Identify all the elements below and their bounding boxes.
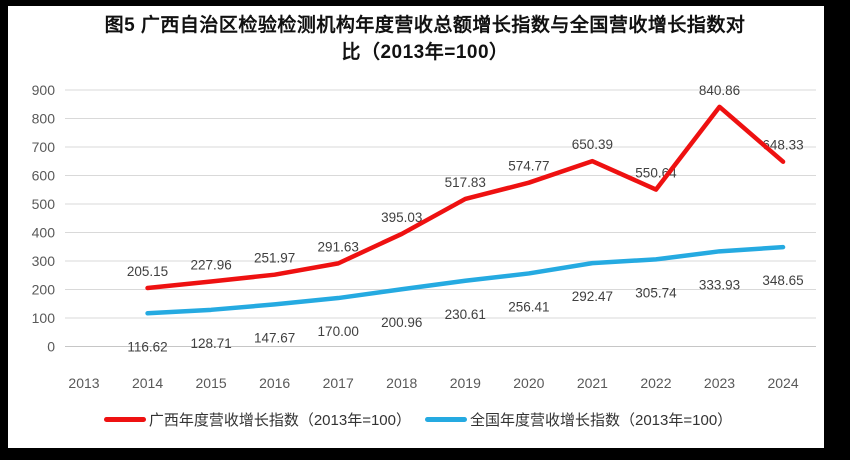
data-label: 333.93 (699, 277, 740, 292)
data-label: 200.96 (381, 315, 422, 330)
legend-swatch-guangxi (103, 417, 146, 422)
y-axis-tick-label: 600 (32, 168, 56, 184)
x-axis-tick-label: 2015 (196, 375, 227, 391)
data-label: 348.65 (762, 273, 803, 288)
x-axis-tick-label: 2018 (386, 375, 417, 391)
legend-swatch-national (425, 417, 467, 422)
data-label: 291.63 (318, 239, 359, 254)
guangxi-series-line (145, 104, 786, 291)
x-axis-tick-label: 2021 (577, 375, 608, 391)
y-axis-tick-label: 900 (32, 82, 56, 98)
data-label: 292.47 (572, 289, 613, 304)
national-series-line (145, 244, 786, 316)
data-label: 170.00 (318, 324, 359, 339)
chart-title-line2: 比（2013年=100） (341, 42, 509, 63)
x-axis-tick-label: 2024 (767, 375, 798, 391)
y-axis-tick-label: 200 (32, 282, 56, 298)
data-label: 648.33 (762, 138, 803, 153)
legend-label-guangxi: 广西年度营收增长指数（2013年=100） (148, 412, 411, 429)
data-label: 256.41 (508, 299, 549, 314)
chart-legend: 广西年度营收增长指数（2013年=100） 全国年度营收增长指数（2013年=1… (0, 409, 836, 430)
legend-item-national: 全国年度营收增长指数（2013年=100） (425, 409, 732, 430)
x-axis-tick-label: 2023 (704, 375, 735, 391)
y-axis-tick-label: 500 (32, 196, 56, 212)
y-axis-tick-label: 800 (32, 111, 56, 127)
data-label: 395.03 (381, 210, 422, 225)
y-axis-tick-label: 100 (32, 310, 56, 326)
chart-title: 图5 广西自治区检验检测机构年度营收总额增长指数与全国营收增长指数对 比（201… (0, 12, 850, 66)
data-label: 128.71 (190, 336, 231, 351)
chart-title-line1: 图5 广西自治区检验检测机构年度营收总额增长指数与全国营收增长指数对 (104, 15, 746, 36)
data-label: 517.83 (445, 175, 486, 190)
data-label: 205.15 (127, 264, 168, 279)
x-axis-tick-label: 2019 (450, 375, 481, 391)
data-label: 840.86 (699, 83, 740, 98)
legend-label-national: 全国年度营收增长指数（2013年=100） (470, 412, 733, 429)
data-label: 230.61 (445, 307, 486, 322)
y-axis-tick-label: 700 (32, 139, 56, 155)
x-axis-tick-label: 2020 (513, 375, 544, 391)
data-label: 251.97 (254, 251, 295, 266)
x-axis-tick-label: 2017 (323, 375, 354, 391)
data-label: 227.96 (190, 258, 231, 273)
data-label: 116.62 (127, 339, 167, 354)
data-label: 305.74 (635, 285, 677, 300)
x-axis-tick-label: 2016 (259, 375, 290, 391)
y-axis-tick-label: 0 (47, 339, 55, 355)
x-axis-tick-label: 2022 (640, 375, 671, 391)
x-axis-tick-label: 2014 (132, 375, 163, 391)
legend-item-guangxi: 广西年度营收增长指数（2013年=100） (103, 409, 411, 430)
data-label: 147.67 (254, 330, 295, 345)
x-axis-tick-label: 2013 (68, 375, 99, 391)
data-label: 574.77 (508, 159, 549, 174)
y-axis-tick-label: 300 (32, 253, 56, 269)
y-axis-tick-label: 400 (32, 225, 56, 241)
data-label: 650.39 (572, 137, 613, 152)
